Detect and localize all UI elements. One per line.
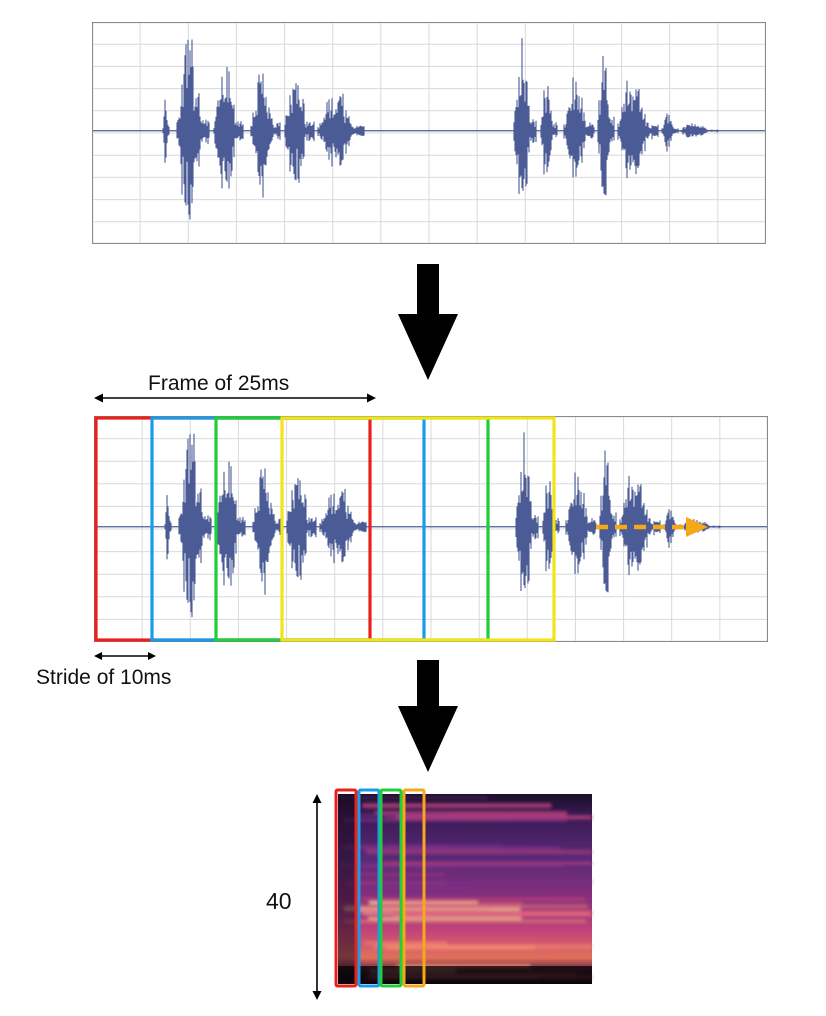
vertical-double-arrow-icon <box>312 794 322 1000</box>
spec-frame-green <box>379 788 403 988</box>
waveform-panel <box>92 22 766 244</box>
spectrogram-panel <box>334 788 596 990</box>
frame-label: Frame of 25ms <box>148 372 290 395</box>
frame-span: Frame of 25ms <box>94 366 376 406</box>
down-arrow-icon <box>398 660 458 772</box>
framed-waveform-panel <box>94 416 768 642</box>
stride-span: Stride of 10ms <box>36 648 226 692</box>
mel-bins-label: 40 <box>266 888 292 914</box>
down-arrow-icon <box>398 264 458 380</box>
waveform-plot <box>94 416 768 642</box>
waveform-signal <box>162 38 719 220</box>
waveform-plot <box>92 22 766 244</box>
double-arrow-icon <box>94 652 156 660</box>
flow-arrow-2 <box>398 660 458 774</box>
frame-yellow <box>280 416 556 642</box>
dashed-right-arrow-head <box>686 517 708 537</box>
spec-frame-red <box>334 788 358 988</box>
spec-frame-orange <box>402 788 426 988</box>
spectrogram-silence-left <box>338 794 358 984</box>
double-arrow-icon <box>94 393 376 403</box>
spectrogram-bottom <box>338 966 592 984</box>
spec-frame-blue <box>357 788 381 988</box>
mel-spectrogram <box>334 788 592 988</box>
stride-label: Stride of 10ms <box>36 666 172 689</box>
flow-arrow-1 <box>398 264 458 382</box>
